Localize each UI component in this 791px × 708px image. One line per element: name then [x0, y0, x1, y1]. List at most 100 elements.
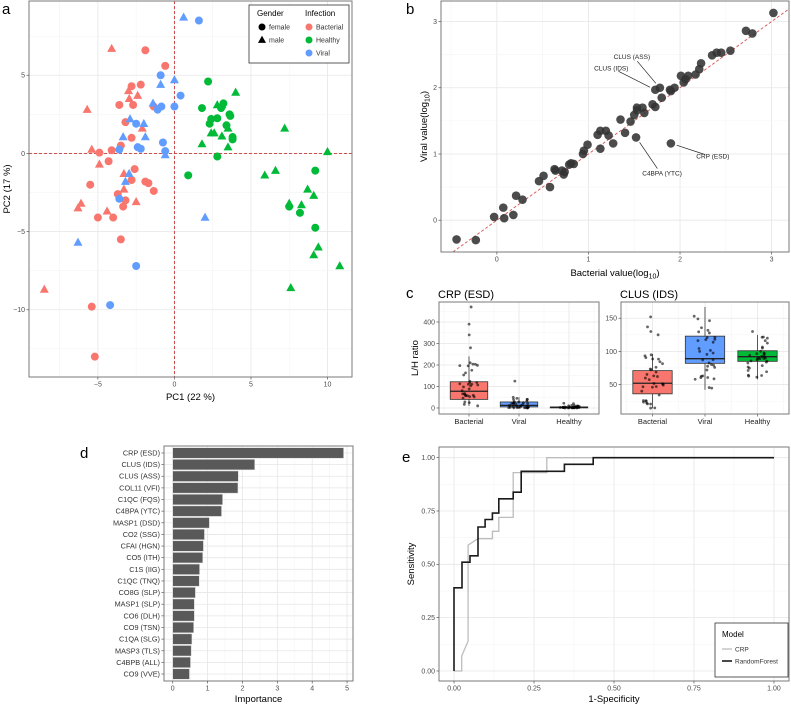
- pca-point-viral-male: [169, 75, 179, 84]
- clus-boxplot-jitter-point: [708, 319, 711, 323]
- pca-point-viral-male: [73, 237, 83, 246]
- importance-panel: CRP (ESD) CLUS (IDS) CLUS (ASS) COL11 (VFI)…: [113, 445, 354, 705]
- pca-point-healthy-male: [197, 139, 207, 148]
- pca-point-viral-male: [148, 98, 158, 107]
- clus-boxplot-jitter-point: [649, 368, 653, 372]
- clus-boxplot-jitter-point: [746, 369, 750, 372]
- importance-category-label: MASP1 (DSD): [113, 518, 160, 527]
- pca-point-viral-male: [124, 168, 134, 177]
- clus-boxplot-outlier-point: [649, 330, 653, 333]
- crp-boxplot-jitter-point: [461, 396, 465, 400]
- roc-x-tick-label: 0.50: [607, 686, 621, 693]
- scatter-point: [616, 115, 625, 124]
- crp-boxplot-border: [438, 301, 600, 415]
- scatter-x-tick-label: 1: [586, 257, 590, 264]
- crp-boxplot-jitter-point: [566, 406, 570, 410]
- importance-bar: [172, 610, 195, 622]
- pca-point-viral-male: [200, 212, 210, 221]
- crp-boxplot-y-tick-label: 200: [423, 362, 435, 369]
- clus-boxplot-jitter-point: [760, 335, 764, 339]
- pca-x-tick-label: −5: [94, 382, 102, 389]
- clus-boxplot-jitter-point: [760, 364, 764, 368]
- pca-point-bacterial-male: [137, 123, 147, 132]
- pca-point-bacterial-male: [94, 159, 104, 168]
- clus-boxplot-jitter-point: [755, 352, 759, 356]
- scatter-point: [604, 131, 613, 140]
- scatter-point: [518, 195, 527, 204]
- importance-category-label: CO6 (DLH): [124, 611, 161, 620]
- roc-y-axis-title: Sensitivity: [406, 542, 417, 585]
- pca-point-viral-female: [156, 71, 165, 80]
- scatter-point: [498, 203, 508, 212]
- scatter-point: [620, 128, 630, 138]
- pca-point-bacterial-female: [107, 146, 116, 155]
- annotation-label: CLUS (ASS): [614, 54, 650, 61]
- panel-label-a: a: [2, 1, 11, 18]
- clus-boxplot-outlier-point: [656, 333, 660, 337]
- scatter-point: [551, 166, 560, 175]
- importance-category-label: C4BPA (YTC): [116, 507, 160, 516]
- crp-boxplot-y-tick-label: 300: [423, 341, 435, 348]
- scatter-point: [545, 182, 555, 192]
- clus-boxplot-jitter-point: [640, 389, 644, 393]
- legend-label-viral: Viral: [316, 51, 330, 58]
- clus-boxplot-outlier-point: [646, 325, 649, 329]
- clus-boxplot-jitter-point: [711, 351, 715, 355]
- crp-boxplot-jitter-point: [512, 401, 515, 405]
- crp-boxplot-jitter-point: [507, 406, 511, 410]
- pca-y-tick-label: 5: [21, 73, 25, 80]
- pca-point-healthy-female: [226, 111, 235, 120]
- importance-x-tick-label: 0: [171, 686, 175, 693]
- clus-boxplot-jitter-point: [755, 375, 759, 379]
- pca-point-bacterial-male: [87, 144, 97, 153]
- pca-y-axis-title: PC2 (17 %): [2, 164, 13, 213]
- clus-boxplot-jitter-point: [762, 352, 766, 356]
- clus-boxplot-jitter-point: [656, 375, 659, 378]
- clus-boxplot-jitter-point: [761, 345, 764, 349]
- panel-label-b: b: [406, 1, 414, 18]
- pca-point-healthy-female: [213, 152, 222, 161]
- importance-bar: [172, 552, 203, 564]
- clus-boxplot-jitter-point: [654, 365, 658, 369]
- clus-boxplot-jitter-point: [698, 349, 702, 353]
- crp-boxplot-jitter-point: [526, 402, 530, 405]
- importance-bar: [172, 633, 193, 645]
- crp-boxplot-jitter-point: [458, 382, 462, 386]
- pca-point-bacterial-male: [133, 90, 143, 99]
- annotation-leader-line: [618, 71, 651, 88]
- importance-bar: [172, 656, 191, 668]
- crp-boxplot-y-tick-label: 0: [431, 405, 435, 412]
- pca-x-tick-label: 5: [249, 382, 253, 389]
- annotation-leader-line: [676, 144, 706, 155]
- pca-point-healthy-female: [311, 223, 320, 232]
- importance-category-label: C1QC (FQS): [118, 495, 160, 504]
- clus-boxplot-jitter-point: [649, 406, 653, 410]
- pca-point-healthy-female: [228, 135, 237, 144]
- pca-point-bacterial-female: [129, 100, 138, 109]
- legend-bacterial-swatch: [305, 23, 313, 31]
- crp-boxplot-jitter-point: [468, 395, 472, 399]
- clus-boxplot-jitter-point: [712, 363, 716, 367]
- crp-boxplot-jitter-point: [463, 392, 466, 396]
- scatter-point: [509, 210, 518, 220]
- clus-boxplot-jitter-point: [706, 328, 710, 332]
- scatter-point: [631, 133, 641, 142]
- pca-point-bacterial-male: [107, 43, 117, 52]
- clus-boxplot-jitter-point: [706, 364, 709, 368]
- importance-category-label: CO8G (SLP): [119, 588, 160, 597]
- pca-point-bacterial-female: [115, 100, 124, 109]
- clus-boxplot-jitter-point: [643, 354, 647, 358]
- clus-boxplot-jitter-point: [713, 365, 717, 369]
- pca-point-bacterial-female: [95, 148, 104, 157]
- crp-boxplot-jitter-point: [466, 394, 469, 398]
- clus-boxplot-jitter-point: [657, 393, 661, 397]
- importance-category-label: C1QA (SLG): [119, 635, 160, 644]
- roc-panel: 0.00 0.25 0.50 0.75 1.00 0.00 0.25 0.50 0.75 1.00…: [406, 446, 790, 705]
- crp-boxplot-jitter-point: [471, 393, 475, 397]
- clus-boxplot-jitter-point: [645, 373, 649, 376]
- legend-label-female: female: [269, 25, 290, 32]
- crp-boxplot-jitter-point: [475, 381, 479, 384]
- clus-boxplot-jitter-point: [711, 340, 715, 344]
- clus-boxplot-outlier-point: [751, 330, 754, 333]
- roc-x-tick-label: 0.25: [527, 686, 541, 693]
